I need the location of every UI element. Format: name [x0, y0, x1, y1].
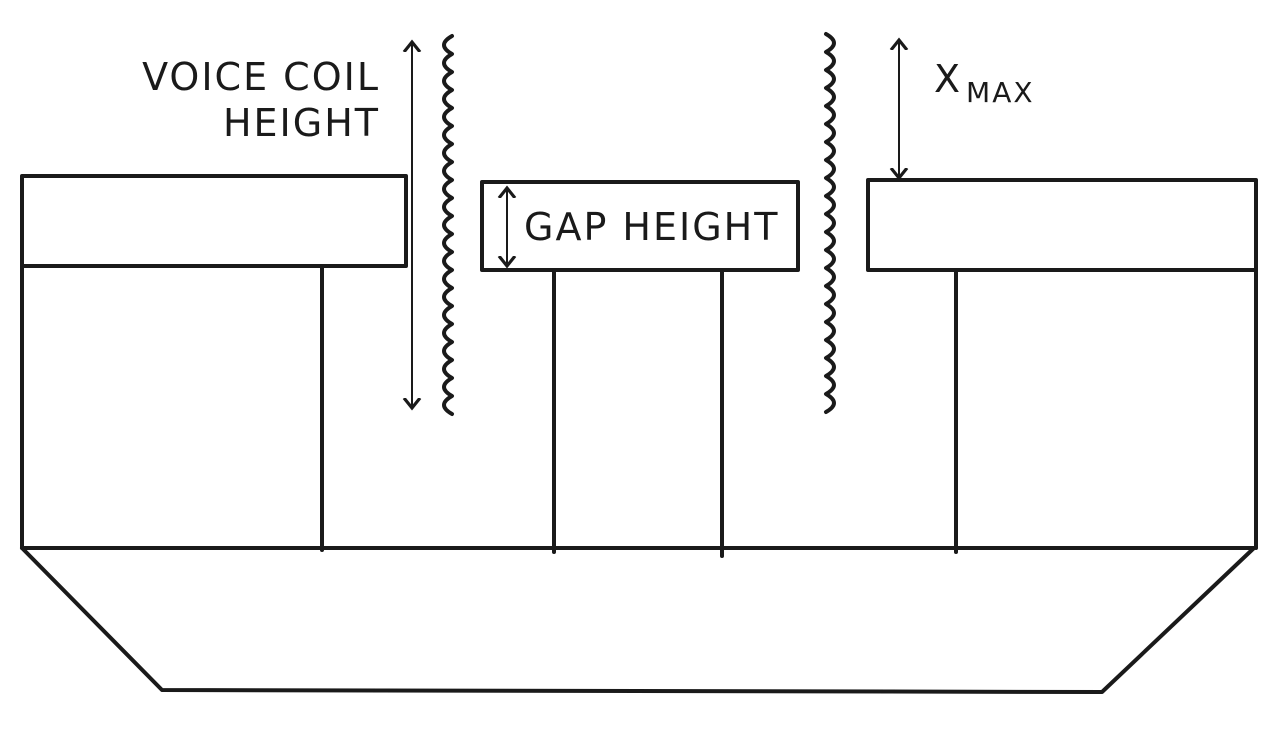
voice-coil-left: [442, 34, 454, 416]
xmax-label-x: X: [934, 57, 962, 101]
right-top-plate: [866, 178, 1258, 272]
xmax-label: X MAX: [934, 57, 1035, 109]
magnet-body: [20, 260, 1258, 550]
back-plate: [20, 546, 1256, 694]
gap-height-label: GAP HEIGHT: [524, 205, 779, 249]
voice-coil-right: [824, 32, 836, 414]
xmax-label-subscript: MAX: [966, 76, 1035, 109]
left-top-plate: [20, 174, 408, 268]
voice-coil-label-line1: VOICE COIL: [142, 55, 380, 99]
pole-piece: [480, 180, 800, 272]
voice-coil-label-line2: HEIGHT: [223, 101, 380, 145]
